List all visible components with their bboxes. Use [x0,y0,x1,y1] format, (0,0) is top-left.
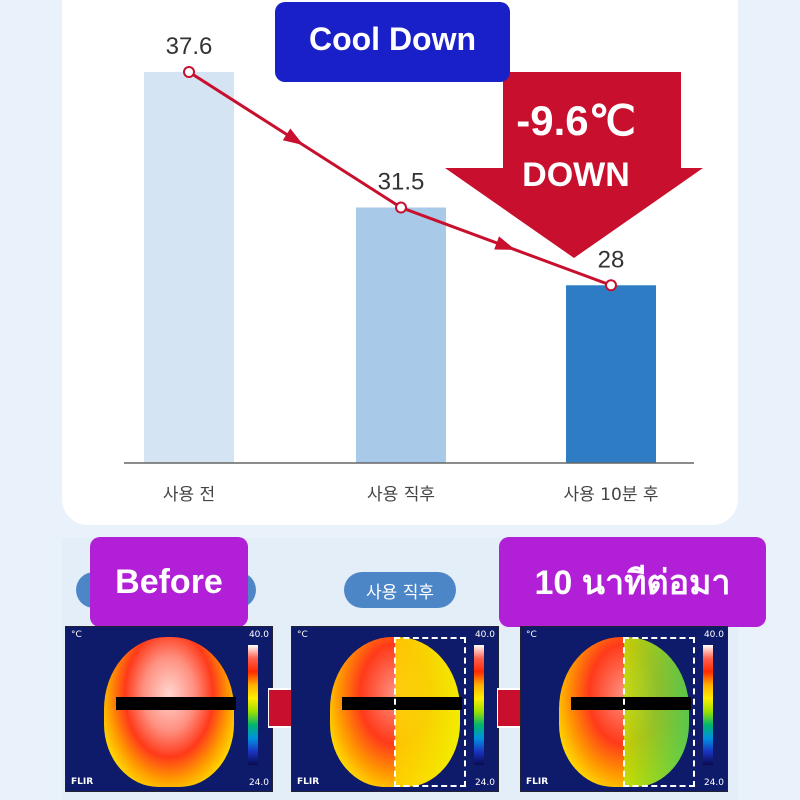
bar-chart: 사용 전 사용 직후 사용 10분 후 37.6 31.5 28 -9.6℃ DOWN [124,33,703,505]
brand-label: FLIR [526,777,549,787]
data-point [605,279,617,292]
scale-max: 40.0 [248,630,269,640]
eye-censor-bar [571,697,691,710]
thermal-image-after-use: °C 40.0 24.0 FLIR [291,626,499,792]
value-label: 31.5 [378,169,425,196]
eye-censor-bar [116,697,236,710]
temperature-scale [703,645,713,765]
eye-censor-bar [342,697,462,710]
x-tick-label: 사용 직후 [367,485,435,505]
data-point [183,66,195,78]
bar [566,285,656,463]
value-label: 28 [598,246,625,273]
value-label: 37.6 [166,33,213,60]
before-label: Before [90,537,248,627]
unit-label: °C [297,630,308,640]
scale-min: 24.0 [248,778,269,788]
face-heatmap [104,637,234,787]
title-badge: Cool Down [275,2,510,82]
callout-value: -9.6℃ [516,97,636,144]
scale-max: 40.0 [474,630,495,640]
cooled-area-highlight [394,637,466,787]
x-tick-label: 사용 전 [163,485,215,505]
temperature-scale [248,645,258,765]
scale-min: 24.0 [703,778,724,788]
data-point [395,201,407,214]
scale-max: 40.0 [703,630,724,640]
brand-label: FLIR [297,777,320,787]
callout-text: DOWN [522,156,630,194]
brand-label: FLIR [71,777,94,787]
temperature-scale [474,645,484,765]
trend-arrowhead [494,236,516,250]
cooled-area-highlight [623,637,695,787]
unit-label: °C [71,630,82,640]
down-arrow-icon [445,72,703,258]
trend-arrowhead [282,128,304,146]
thermal-image-10min: °C 40.0 24.0 FLIR [520,626,728,792]
tab-after-use: 사용 직후 [344,572,456,608]
scale-min: 24.0 [474,778,495,788]
bar [144,72,234,463]
thermal-image-before: °C 40.0 24.0 FLIR [65,626,273,792]
chart-card: 사용 전 사용 직후 사용 10분 후 37.6 31.5 28 -9.6℃ DOWN [62,0,738,525]
after-10min-label: 10 นาทีต่อมา [499,537,766,627]
unit-label: °C [526,630,537,640]
x-tick-label: 사용 10분 후 [564,485,659,505]
bar [356,207,446,463]
